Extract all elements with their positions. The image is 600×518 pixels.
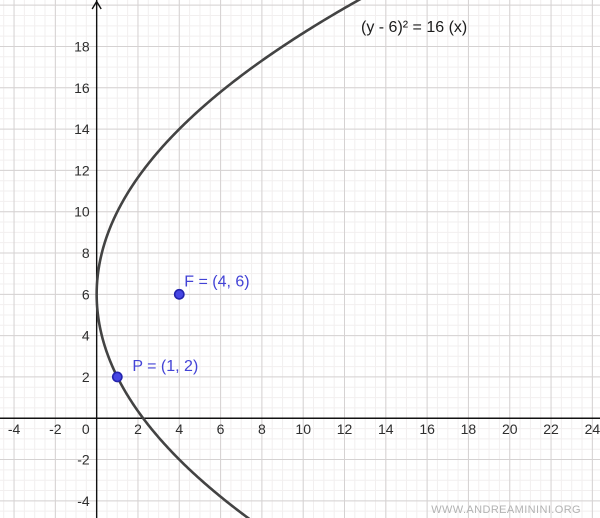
point-label-F: F = (4, 6) bbox=[184, 273, 249, 290]
x-tick-label: 14 bbox=[378, 421, 394, 437]
y-tick-label: -4 bbox=[77, 493, 90, 509]
point-P[interactable] bbox=[111, 371, 123, 383]
x-tick-label: -2 bbox=[49, 421, 62, 437]
y-tick-label: 8 bbox=[82, 245, 90, 261]
point-F[interactable] bbox=[173, 288, 185, 300]
y-tick-label: 18 bbox=[74, 38, 90, 54]
x-tick-label: 6 bbox=[217, 421, 225, 437]
x-tick-label: 0 bbox=[82, 421, 90, 437]
x-tick-label: 10 bbox=[295, 421, 311, 437]
y-axis-arrow-icon bbox=[91, 0, 102, 10]
x-tick-label: 18 bbox=[461, 421, 477, 437]
y-tick-label: 2 bbox=[82, 369, 90, 385]
x-tick-label: 2 bbox=[134, 421, 142, 437]
x-tick-label: 4 bbox=[175, 421, 183, 437]
x-tick-label: 12 bbox=[337, 421, 353, 437]
y-tick-label: 12 bbox=[74, 162, 90, 178]
x-tick-label: 24 bbox=[585, 421, 600, 437]
x-tick-label: 8 bbox=[258, 421, 266, 437]
y-tick-label: 6 bbox=[82, 286, 90, 302]
y-tick-label: 16 bbox=[74, 80, 90, 96]
y-tick-label: -2 bbox=[77, 452, 90, 468]
y-tick-label: 10 bbox=[74, 204, 90, 220]
x-tick-label: 16 bbox=[419, 421, 435, 437]
x-tick-label: 22 bbox=[543, 421, 559, 437]
parabola-curve[interactable] bbox=[95, 0, 367, 518]
x-tick-label: -4 bbox=[8, 421, 21, 437]
x-tick-label: 20 bbox=[502, 421, 518, 437]
y-tick-label: 14 bbox=[74, 121, 90, 137]
y-tick-label: 4 bbox=[82, 328, 90, 344]
point-label-P: P = (1, 2) bbox=[132, 358, 198, 375]
equation-label: (y - 6)² = 16 (x) bbox=[361, 19, 468, 36]
watermark-text: WWW.ANDREAMININI.ORG bbox=[431, 504, 581, 516]
